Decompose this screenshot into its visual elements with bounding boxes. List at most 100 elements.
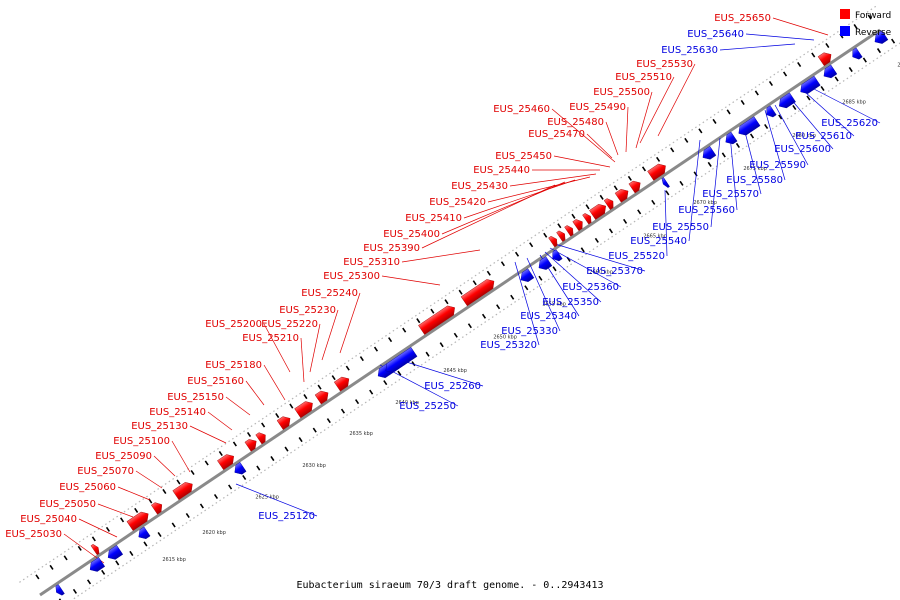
- leader-line: [207, 411, 233, 431]
- forward-gene: [556, 230, 566, 242]
- tick-mark: [778, 114, 783, 120]
- tick-mark: [120, 517, 125, 523]
- tick-mark: [524, 285, 529, 291]
- tick-mark: [472, 280, 477, 286]
- forward-gene: [628, 180, 641, 194]
- leader-line: [381, 275, 441, 286]
- tick-mark: [848, 67, 853, 73]
- tick-mark: [86, 579, 92, 585]
- gene-label: EUS_25120: [258, 511, 315, 522]
- gene-arrow: [564, 225, 574, 237]
- gene-label: EUS_25560: [678, 205, 735, 216]
- tick-mark: [867, 14, 872, 20]
- gene-arrow: [766, 105, 777, 118]
- gene-arrow: [314, 390, 329, 405]
- tick-mark: [359, 356, 364, 362]
- tick-mark: [613, 185, 618, 191]
- gene-label: EUS_25410: [405, 213, 462, 224]
- gene-label: EUS_25480: [547, 117, 604, 128]
- tick-mark: [792, 104, 797, 111]
- tick-mark: [171, 522, 176, 528]
- gene-arrow: [817, 52, 832, 67]
- tick-mark: [627, 175, 632, 181]
- tick-mark: [825, 42, 830, 49]
- gene-label: EUS_25230: [279, 305, 336, 316]
- reverse-gene: [823, 64, 838, 79]
- gene-arrow: [738, 116, 761, 136]
- tick-mark: [35, 574, 40, 580]
- forward-gene: [276, 416, 291, 430]
- tick-mark: [797, 61, 802, 68]
- leader-line: [399, 359, 484, 387]
- tick-label: 2675 kbp: [743, 166, 767, 172]
- gene-arrow: [628, 180, 641, 194]
- tick-mark: [712, 118, 717, 124]
- tick-mark: [500, 261, 505, 267]
- gene-label: EUS_25460: [493, 104, 550, 115]
- tick-mark: [768, 80, 773, 86]
- tick-mark: [684, 137, 689, 143]
- leader-line: [549, 247, 622, 288]
- gene-arrow: [418, 305, 455, 335]
- leader-line: [263, 323, 291, 373]
- tick-label: 2680 kbp: [792, 133, 816, 139]
- tick-label: 2625 kbp: [255, 494, 279, 500]
- gene-arrow: [548, 235, 558, 248]
- gene-label: EUS_25140: [149, 407, 206, 418]
- leader-line: [117, 486, 151, 501]
- tick-mark: [693, 171, 698, 177]
- forward-gene: [460, 279, 495, 307]
- gene-arrow: [582, 213, 592, 225]
- leader-line: [635, 91, 653, 149]
- tick-mark: [467, 323, 472, 329]
- tick-mark: [552, 266, 557, 272]
- tick-mark: [101, 569, 106, 575]
- forward-gene: [589, 204, 606, 220]
- leader-line: [225, 396, 251, 416]
- tick-mark: [820, 86, 825, 92]
- gene-arrow: [276, 416, 291, 430]
- tick-mark: [811, 52, 816, 58]
- tick-mark: [834, 76, 839, 82]
- tick-mark: [185, 512, 190, 519]
- gene-arrow: [552, 249, 563, 262]
- tick-mark: [105, 526, 111, 532]
- leader-line: [804, 91, 855, 137]
- gene-label: EUS_25570: [702, 189, 759, 200]
- tick-mark: [199, 503, 204, 509]
- tick-mark: [303, 394, 308, 400]
- tick-mark: [275, 413, 280, 419]
- gene-arrow: [234, 462, 247, 475]
- gene-label: EUS_25350: [542, 297, 599, 308]
- gene-arrow: [823, 64, 838, 79]
- tick-mark: [397, 370, 402, 376]
- leader-line: [774, 104, 809, 166]
- tick-mark: [891, 38, 896, 44]
- leader-line: [245, 380, 265, 406]
- reverse-gene: [766, 105, 777, 118]
- gene-labels: EUS_25030 EUS_25040 EUS_25050 EUS_25060 EUS_…: [5, 13, 878, 540]
- reverse-gene: [234, 462, 247, 475]
- tick-mark: [670, 147, 675, 153]
- tick-mark: [369, 389, 374, 395]
- tick-mark: [77, 545, 82, 551]
- leader-line: [300, 337, 305, 383]
- leader-line: [463, 179, 576, 219]
- forward-gene: [90, 544, 100, 556]
- tick-label: 2640 kbp: [395, 400, 419, 406]
- tick-mark: [679, 180, 684, 186]
- reverse-gene: [107, 544, 124, 560]
- tick-mark: [326, 418, 331, 424]
- gene-label: EUS_25340: [520, 311, 577, 322]
- leader-line: [551, 108, 616, 163]
- legend-forward-swatch: [840, 9, 850, 19]
- gene-arrow: [874, 30, 889, 44]
- leader-line: [78, 518, 118, 538]
- leader-line: [189, 425, 227, 444]
- backbone-line: [39, 28, 881, 597]
- legend-forward-label: Forward: [855, 11, 891, 21]
- strand-guides: [19, 5, 900, 600]
- leader-line: [153, 455, 176, 477]
- tick-mark: [740, 99, 745, 105]
- tick-mark: [345, 365, 350, 371]
